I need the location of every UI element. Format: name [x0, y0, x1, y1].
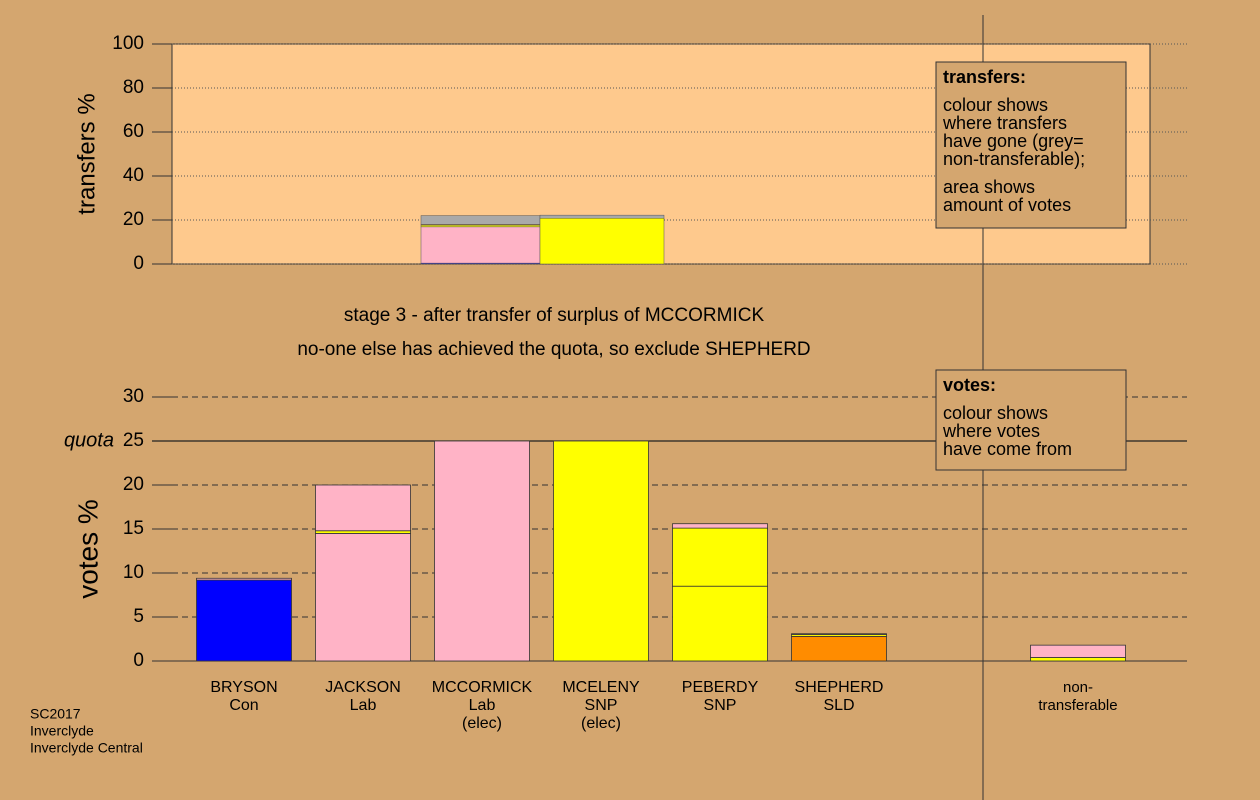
- x-tick-label: JACKSON: [325, 679, 401, 696]
- legend-text: where votes: [942, 421, 1040, 441]
- vote-segment: [1030, 657, 1126, 662]
- y-tick-label: 100: [112, 33, 144, 54]
- x-tick-label: transferable: [1038, 697, 1117, 714]
- y-axis-label: votes %: [72, 499, 103, 599]
- legend-text: colour shows: [943, 403, 1048, 423]
- chart-title: no-one else has achieved the quota, so e…: [297, 339, 810, 360]
- vote-segment: [315, 484, 411, 532]
- legend-box: [935, 61, 1127, 229]
- y-tick-label: 15: [123, 518, 144, 539]
- legend-title: transfers:: [943, 67, 1026, 87]
- vote-segment: [791, 635, 887, 662]
- y-tick-label: 5: [133, 606, 144, 627]
- y-tick-label: 0: [133, 253, 144, 274]
- x-tick-label: Lab: [350, 697, 377, 714]
- x-tick-label: MCELENY: [562, 679, 640, 696]
- footer-text: Inverclyde: [30, 723, 94, 739]
- y-tick-label: 60: [123, 121, 144, 142]
- legend-text: non-transferable);: [943, 149, 1085, 169]
- x-tick-label: BRYSON: [210, 679, 277, 696]
- quota-label: quota: [64, 429, 114, 451]
- x-tick-label: Con: [229, 697, 258, 714]
- legend-text: where transfers: [942, 113, 1067, 133]
- transfer-segment: [539, 214, 665, 219]
- y-tick-label: 0: [133, 650, 144, 671]
- x-tick-label: (elec): [581, 715, 621, 732]
- y-tick-label: 20: [123, 474, 144, 495]
- vote-segment: [791, 633, 887, 635]
- x-tick-label: SHEPHERD: [795, 679, 884, 696]
- legend-text: have gone (grey=: [943, 131, 1084, 151]
- vote-segment: [1030, 644, 1126, 658]
- y-tick-label: 30: [123, 386, 144, 407]
- vote-segment: [672, 585, 768, 662]
- vote-segment: [315, 533, 411, 662]
- chart-title: stage 3 - after transfer of surplus of M…: [344, 305, 765, 326]
- vote-segment: [196, 579, 292, 662]
- legend-box: [935, 369, 1127, 471]
- x-tick-label: PEBERDY: [682, 679, 759, 696]
- vote-segment: [672, 527, 768, 587]
- y-tick-label: 10: [123, 562, 144, 583]
- y-tick-label: 40: [123, 165, 144, 186]
- vote-segment: [553, 440, 649, 662]
- x-tick-label: non-: [1063, 679, 1093, 696]
- legend-text: area shows: [943, 177, 1035, 197]
- y-axis-label: transfers %: [73, 93, 100, 214]
- x-tick-label: SNP: [704, 697, 737, 714]
- x-tick-label: SNP: [585, 697, 618, 714]
- vote-segment: [434, 440, 530, 662]
- transfer-segment: [420, 226, 541, 264]
- x-tick-label: (elec): [462, 715, 502, 732]
- vote-segment: [196, 577, 292, 581]
- y-tick-label: 80: [123, 77, 144, 98]
- legend-text: colour shows: [943, 95, 1048, 115]
- footer-text: Inverclyde Central: [30, 740, 143, 756]
- x-tick-label: SLD: [823, 697, 854, 714]
- legend-title: votes:: [943, 375, 996, 395]
- y-tick-label: 20: [123, 209, 144, 230]
- x-tick-label: Lab: [469, 697, 496, 714]
- x-tick-label: MCCORMICK: [432, 679, 533, 696]
- footer-text: SC2017: [30, 706, 81, 722]
- transfer-segment: [420, 224, 541, 228]
- legend-text: amount of votes: [943, 195, 1071, 215]
- vote-segment: [672, 523, 768, 529]
- legend-text: have come from: [943, 439, 1072, 459]
- y-tick-label: 25: [123, 430, 144, 451]
- transfer-segment: [420, 215, 541, 225]
- transfer-segment: [539, 217, 665, 265]
